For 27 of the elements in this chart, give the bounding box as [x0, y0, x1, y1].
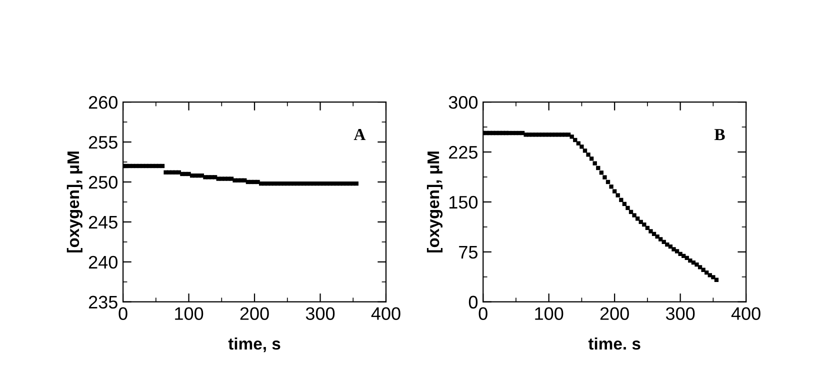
x-tick-label: 100 — [535, 307, 564, 320]
x-axis-title: time, s — [228, 337, 280, 352]
y-tick-label: 255 — [88, 136, 118, 149]
annotation: B — [714, 129, 725, 140]
y-tick-label: 150 — [449, 196, 478, 209]
y-tick-label: 245 — [88, 216, 118, 229]
y-axis-title: [oxygen], μM — [66, 152, 82, 252]
y-tick-label: 225 — [449, 146, 478, 159]
x-tick-label: 0 — [478, 307, 488, 320]
y-tick-label: 75 — [459, 246, 478, 259]
x-tick-label: 300 — [666, 307, 695, 320]
x-tick-label: 200 — [240, 307, 269, 320]
y-tick-label: 250 — [88, 176, 118, 189]
x-tick-label: 400 — [371, 307, 400, 320]
x-tick-label: 400 — [731, 307, 760, 320]
y-axis-title: [oxygen], μM — [426, 152, 443, 252]
y-tick-label: 300 — [448, 96, 478, 109]
y-tick-label: 240 — [88, 256, 118, 269]
annotation: A — [354, 129, 366, 140]
y-tick-label: 0 — [468, 296, 478, 309]
x-tick-label: 100 — [175, 307, 204, 320]
y-tick-label: 235 — [88, 296, 118, 309]
x-tick-label: 200 — [600, 307, 629, 320]
x-axis-title: time. s — [588, 337, 640, 350]
x-tick-label: 300 — [306, 307, 335, 320]
y-tick-label: 260 — [88, 96, 118, 109]
x-tick-label: 0 — [118, 307, 128, 320]
